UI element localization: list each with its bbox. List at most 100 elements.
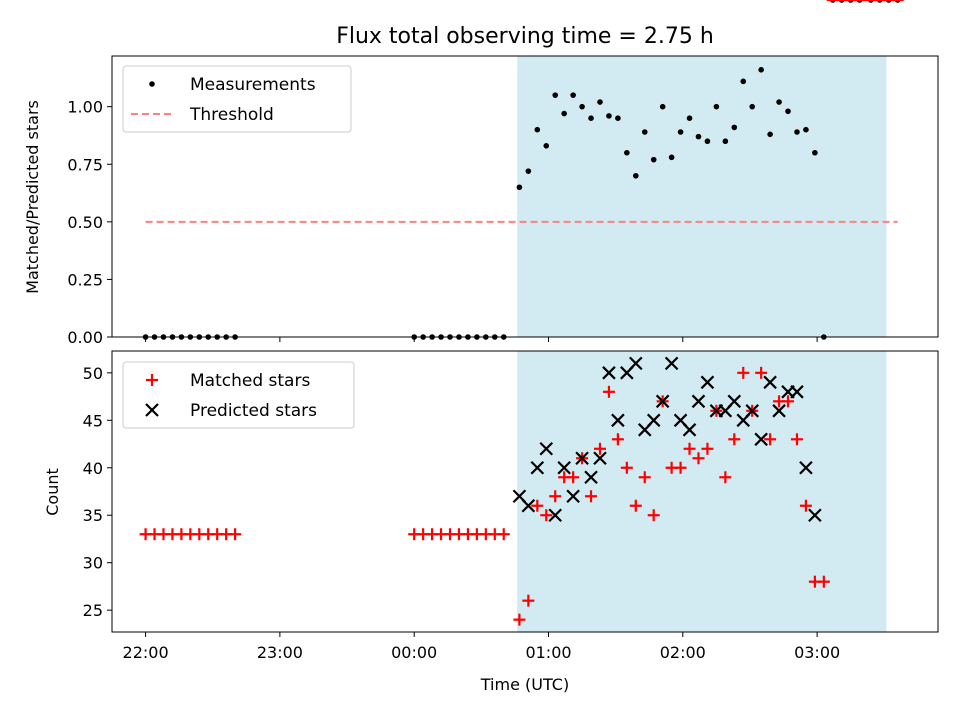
predicted-star-point bbox=[772, 404, 786, 418]
measurement-point bbox=[633, 172, 639, 179]
xtick-label: 03:00 bbox=[794, 643, 840, 662]
matched-star-point bbox=[593, 442, 606, 455]
xtick-label: 01:00 bbox=[525, 643, 571, 662]
matched-star-point bbox=[540, 509, 553, 522]
matched-star-point bbox=[647, 509, 660, 522]
measurement-point bbox=[615, 115, 621, 121]
bottom-ytick-label: 45 bbox=[83, 411, 103, 430]
predicted-star-point bbox=[682, 423, 697, 437]
predicted-star-point bbox=[655, 394, 670, 409]
measurement-point bbox=[776, 99, 782, 105]
top-legend: Measurements Threshold bbox=[122, 65, 352, 133]
matched-star-point bbox=[737, 366, 750, 379]
matched-star-point bbox=[728, 433, 741, 446]
predicted-star-point bbox=[691, 394, 706, 409]
predicted-star-point bbox=[584, 470, 598, 485]
legend-matched-marker bbox=[146, 374, 158, 386]
xtick-label: 22:00 bbox=[123, 643, 169, 662]
predicted-star-point bbox=[557, 460, 571, 475]
measurement-point bbox=[525, 168, 532, 174]
measurement-point bbox=[722, 138, 729, 145]
top-axes-frame bbox=[111, 55, 939, 338]
matched-star-point bbox=[755, 366, 768, 379]
measurement-point bbox=[552, 92, 559, 98]
predicted-star-point bbox=[629, 356, 643, 371]
measurement-point bbox=[588, 115, 594, 121]
matched-star-point bbox=[531, 499, 544, 512]
measurement-point bbox=[561, 110, 567, 117]
bottom-legend: Matched stars Predicted stars bbox=[122, 361, 355, 429]
measurement-point bbox=[659, 103, 666, 110]
predicted-star-point bbox=[700, 375, 715, 390]
measurement-point bbox=[767, 131, 773, 138]
bottom-legend-box bbox=[122, 361, 355, 429]
matched-star-point bbox=[229, 528, 242, 541]
predicted-star-point bbox=[539, 442, 554, 456]
measurement-point bbox=[803, 126, 809, 133]
legend-predicted-marker bbox=[145, 403, 159, 417]
top-ytick-label: 0.00 bbox=[67, 328, 103, 347]
measurement-point bbox=[677, 129, 684, 135]
matched-star-point bbox=[719, 471, 732, 484]
predicted-star-point bbox=[745, 404, 759, 418]
matched-star-point bbox=[497, 528, 510, 541]
predicted-star-point bbox=[664, 356, 679, 371]
predicted-star-point bbox=[808, 508, 822, 523]
bottom-panel: 25 30 35 40 45 50 Count 22:00 23:00 00:00 01:00 0… bbox=[43, 0, 939, 694]
bottom-ylabel: Count bbox=[43, 468, 62, 516]
top-panel: 0.00 0.25 0.50 0.75 1.00 Matched/Predicted s… bbox=[23, 0, 939, 347]
matched-star-point bbox=[817, 575, 830, 588]
bottom-ytick-label: 35 bbox=[83, 506, 103, 525]
measurement-point bbox=[570, 92, 576, 98]
matched-star-point bbox=[522, 594, 535, 607]
bottom-ytick-label: 50 bbox=[83, 364, 103, 383]
matched-star-point bbox=[567, 471, 580, 484]
legend-threshold-label: Threshold bbox=[189, 105, 274, 125]
predicted-star-point bbox=[611, 413, 625, 428]
measurement-point bbox=[704, 138, 711, 145]
predicted-star-point bbox=[593, 451, 607, 466]
measurement-point bbox=[812, 149, 818, 156]
measurement-point bbox=[794, 129, 800, 135]
legend-predicted-label: Predicted stars bbox=[190, 401, 317, 421]
predicted-star-point bbox=[602, 366, 616, 380]
matched-star-point bbox=[611, 433, 624, 446]
matched-star-point bbox=[638, 471, 651, 484]
measurement-point bbox=[624, 149, 630, 156]
observing-window-shade bbox=[517, 56, 887, 337]
chart-title: Flux total observing time = 2.75 h bbox=[336, 24, 714, 49]
matched-star-point bbox=[683, 442, 696, 455]
top-ytick-label: 0.25 bbox=[67, 270, 103, 289]
measurement-point bbox=[534, 126, 541, 133]
measurement-point bbox=[516, 184, 523, 191]
predicted-star-point bbox=[790, 385, 804, 399]
xtick-label: 00:00 bbox=[391, 643, 437, 662]
top-legend-box bbox=[122, 65, 352, 133]
bottom-ytick-label: 30 bbox=[83, 554, 103, 573]
observing-window-shade bbox=[517, 351, 887, 632]
measurement-point bbox=[695, 133, 702, 140]
matched-star-point bbox=[782, 395, 795, 408]
predicted-star-point bbox=[754, 432, 768, 447]
predicted-star-point bbox=[646, 413, 661, 428]
bottom-axes-frame bbox=[111, 350, 939, 633]
matched-star-point bbox=[620, 461, 633, 474]
matched-star-point bbox=[513, 613, 526, 626]
matched-star-point bbox=[692, 452, 705, 465]
top-ytick-label: 0.75 bbox=[67, 155, 103, 174]
measurement-point bbox=[749, 103, 756, 110]
matched-star-point bbox=[585, 490, 598, 503]
measurement-point bbox=[650, 156, 657, 163]
predicted-star-point bbox=[575, 451, 589, 466]
measurement-point bbox=[606, 113, 612, 119]
measurement-point bbox=[686, 115, 693, 121]
legend-matched-label: Matched stars bbox=[190, 371, 310, 391]
predicted-star-point bbox=[799, 460, 813, 475]
matched-star-point bbox=[549, 490, 562, 503]
top-ytick-label: 0.50 bbox=[67, 213, 103, 232]
matched-star-point bbox=[701, 442, 714, 455]
matched-star-point bbox=[764, 433, 777, 446]
measurement-point bbox=[543, 143, 550, 149]
predicted-star-point bbox=[763, 375, 777, 390]
measurement-point bbox=[731, 124, 738, 131]
